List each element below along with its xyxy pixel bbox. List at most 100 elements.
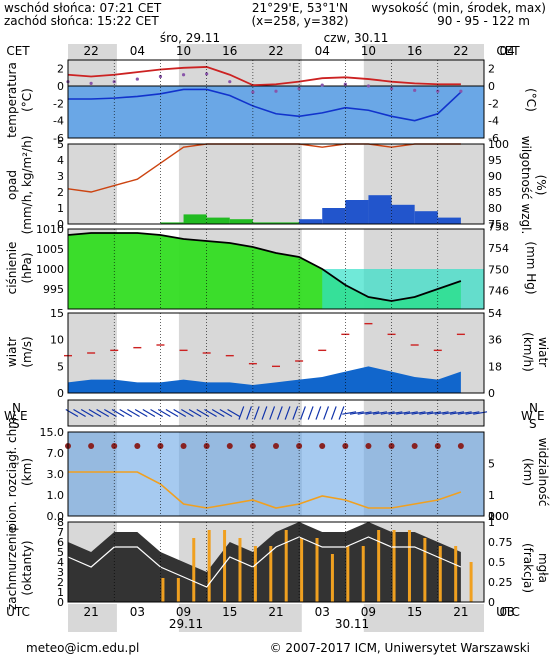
right-labels: (°C) wilgotność wzgl. (%) (mm Hg) (km/h)… bbox=[519, 88, 550, 593]
below-zero-area bbox=[68, 86, 484, 138]
pressure-line bbox=[67, 232, 462, 302]
hour-tick-label: 22 bbox=[268, 44, 283, 58]
y-tick-label: 0 bbox=[488, 510, 495, 523]
y-tick-label: 36 bbox=[488, 334, 502, 347]
tz-label-bottom-right: UTC bbox=[496, 605, 520, 619]
precip-label: opad bbox=[5, 170, 19, 200]
y-tick-label: 20 bbox=[488, 510, 502, 523]
y-tick-label: 2 bbox=[57, 63, 64, 76]
wind-direction-arrow bbox=[442, 411, 457, 415]
axis-night-band bbox=[363, 604, 484, 632]
y-tick-label: 8 bbox=[57, 516, 64, 529]
hour-tick-label: 21 bbox=[453, 605, 468, 619]
elevation-title: wysokość (min, środek, max) bbox=[371, 1, 546, 15]
wind-direction-arrow bbox=[253, 406, 260, 420]
perceived-temp-point bbox=[274, 89, 278, 93]
y-tick-label: 0 bbox=[57, 218, 64, 231]
precip-bar bbox=[414, 211, 438, 224]
wind-direction-arrow bbox=[315, 406, 322, 420]
y-tick-label: 1 bbox=[488, 516, 495, 529]
cloudbase-label: pion. rozciągł. chm. bbox=[5, 413, 19, 531]
hour-tick-label: 04 bbox=[499, 44, 514, 58]
visibility-point bbox=[249, 443, 256, 449]
sunrise-text: wschód słońca: 07:21 CET bbox=[4, 1, 162, 15]
y-tick-label: 75 bbox=[488, 218, 502, 231]
perceived-temp-point bbox=[181, 73, 186, 77]
y-tick-label: 0 bbox=[488, 596, 495, 609]
y-tick-label: 754 bbox=[488, 242, 509, 255]
wind-direction-arrow bbox=[127, 408, 140, 418]
fog-bar bbox=[361, 546, 365, 602]
perceived-temp-point bbox=[413, 88, 417, 92]
wind-direction-arrow bbox=[142, 408, 156, 418]
y-tick-label: 4 bbox=[57, 154, 64, 167]
y-tick-label: 15.0 bbox=[40, 426, 65, 439]
fog-unit: (frakcja) bbox=[521, 543, 535, 593]
panel-border bbox=[67, 431, 485, 517]
fog-bar bbox=[300, 538, 304, 602]
wind-direction-arrow bbox=[300, 406, 306, 420]
wind-direction-arrow bbox=[465, 411, 480, 415]
day-label-top-1: śro, 29.11 bbox=[160, 31, 220, 45]
panel-border bbox=[67, 59, 485, 139]
pressure-label: ciśnienie bbox=[5, 242, 19, 295]
hour-tick-label: 10 bbox=[176, 44, 191, 58]
y-tick-label: 0 bbox=[57, 387, 64, 400]
y-tick-label: 5 bbox=[57, 360, 64, 373]
dir-right-e: E bbox=[537, 409, 545, 423]
fog-bar bbox=[207, 530, 211, 602]
dir-left-s: S bbox=[12, 417, 20, 431]
y-tick-label: 1000 bbox=[36, 263, 64, 276]
y-tick-label: 90 bbox=[488, 170, 502, 183]
wind-direction-arrow bbox=[157, 408, 171, 418]
visibility-unit: (km) bbox=[521, 458, 535, 486]
perceived-temp-point bbox=[251, 90, 255, 94]
y-tick-label: 54 bbox=[488, 307, 502, 320]
day-label-bottom-2: 30.11 bbox=[335, 617, 369, 631]
y-tick-label: 2 bbox=[57, 576, 64, 589]
night-band bbox=[178, 144, 302, 224]
visibility-point bbox=[365, 443, 372, 449]
cloudbase-unit: (km) bbox=[20, 458, 34, 486]
perceived-temp-point bbox=[89, 81, 93, 85]
wind-direction-arrow bbox=[211, 408, 225, 418]
wind-right-label: wiatr bbox=[536, 337, 550, 367]
night-band bbox=[178, 313, 302, 393]
hour-tick-label: 10 bbox=[361, 44, 376, 58]
dir-right-n: N bbox=[529, 401, 538, 415]
fog-bar bbox=[454, 546, 458, 602]
hour-tick-label: 22 bbox=[453, 44, 468, 58]
day-label-bottom-1: 29.11 bbox=[169, 617, 203, 631]
y-tick-label: 3.0 bbox=[47, 468, 65, 481]
visibility-label: widzialność bbox=[536, 438, 550, 507]
y-tick-label: 0.5 bbox=[488, 556, 506, 569]
y-tick-label: -6 bbox=[53, 132, 64, 145]
grid-text: (x=258, y=382) bbox=[251, 14, 348, 28]
fog-bar bbox=[392, 530, 396, 602]
y-tick-label: 0 bbox=[488, 80, 495, 93]
panel-dir bbox=[65, 399, 488, 427]
hour-tick-label: 16 bbox=[222, 44, 237, 58]
wind-direction-arrow bbox=[134, 408, 148, 418]
dir-right-s: S bbox=[529, 417, 537, 431]
precip-bar bbox=[299, 219, 323, 224]
fog-label: mgła bbox=[536, 553, 550, 583]
wind-direction-arrow bbox=[403, 411, 418, 415]
fog-bar bbox=[469, 562, 473, 602]
y-tick-label: -2 bbox=[488, 97, 499, 110]
wind-direction-arrow bbox=[219, 408, 233, 418]
visibility-point bbox=[111, 443, 118, 449]
y-tick-label: 758 bbox=[488, 221, 509, 234]
fog-bar bbox=[238, 538, 242, 602]
y-tick-label: 2 bbox=[57, 186, 64, 199]
wind-direction-arrow bbox=[173, 408, 187, 418]
footer-email[interactable]: meteo@icm.edu.pl bbox=[26, 641, 139, 655]
y-tick-label: 0.0 bbox=[47, 510, 65, 523]
y-tick-label: 1 bbox=[488, 489, 495, 502]
perceived-temp-point bbox=[158, 74, 163, 79]
perceived-temp-point bbox=[320, 83, 324, 87]
y-tick-label: 750 bbox=[488, 263, 509, 276]
wind-direction-arrow bbox=[284, 406, 291, 420]
y-tick-label: 3 bbox=[57, 566, 64, 579]
